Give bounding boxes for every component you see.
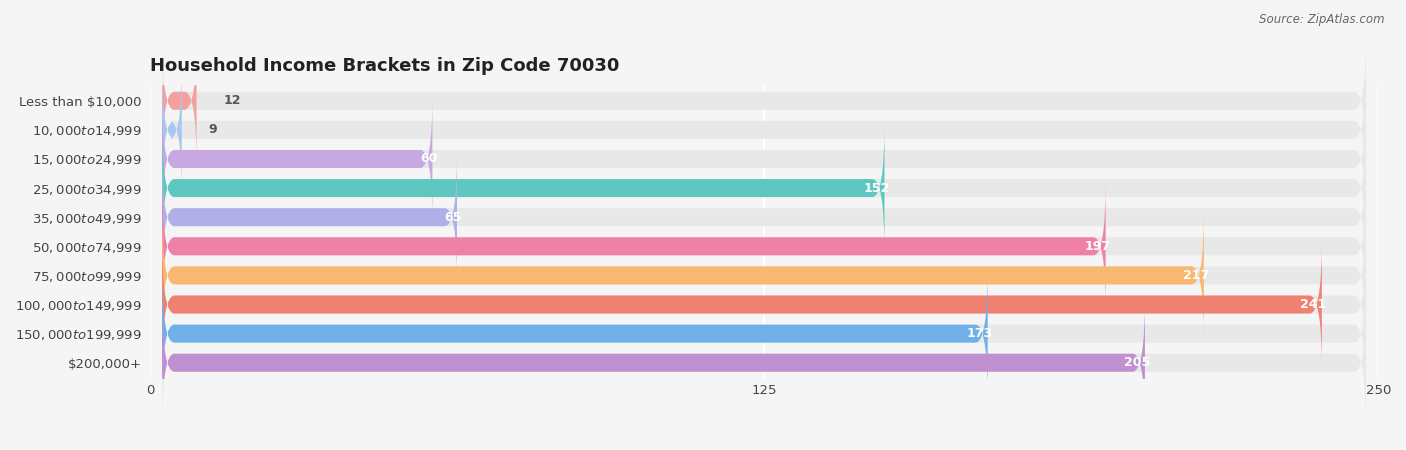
- Text: 60: 60: [420, 153, 437, 166]
- FancyBboxPatch shape: [162, 183, 1105, 310]
- FancyBboxPatch shape: [162, 183, 1367, 310]
- FancyBboxPatch shape: [162, 299, 1367, 427]
- Text: 65: 65: [444, 211, 463, 224]
- Text: 197: 197: [1084, 240, 1111, 253]
- Text: 173: 173: [966, 327, 993, 340]
- FancyBboxPatch shape: [162, 212, 1204, 339]
- FancyBboxPatch shape: [162, 124, 884, 252]
- Text: 9: 9: [209, 123, 218, 136]
- Text: 217: 217: [1182, 269, 1209, 282]
- FancyBboxPatch shape: [162, 66, 1367, 194]
- FancyBboxPatch shape: [162, 270, 987, 397]
- FancyBboxPatch shape: [162, 270, 1367, 397]
- FancyBboxPatch shape: [162, 212, 1367, 339]
- FancyBboxPatch shape: [162, 299, 1144, 427]
- FancyBboxPatch shape: [162, 153, 1367, 281]
- Text: 205: 205: [1123, 356, 1150, 369]
- FancyBboxPatch shape: [162, 37, 197, 165]
- Text: 12: 12: [224, 94, 240, 107]
- FancyBboxPatch shape: [162, 95, 433, 223]
- FancyBboxPatch shape: [162, 37, 1367, 165]
- FancyBboxPatch shape: [162, 241, 1367, 368]
- FancyBboxPatch shape: [162, 95, 1367, 223]
- FancyBboxPatch shape: [162, 153, 457, 281]
- Text: 152: 152: [863, 182, 890, 194]
- FancyBboxPatch shape: [162, 124, 1367, 252]
- FancyBboxPatch shape: [162, 241, 1322, 368]
- Text: Source: ZipAtlas.com: Source: ZipAtlas.com: [1260, 14, 1385, 27]
- FancyBboxPatch shape: [162, 66, 181, 194]
- Text: Household Income Brackets in Zip Code 70030: Household Income Brackets in Zip Code 70…: [150, 57, 619, 75]
- Text: 241: 241: [1301, 298, 1327, 311]
